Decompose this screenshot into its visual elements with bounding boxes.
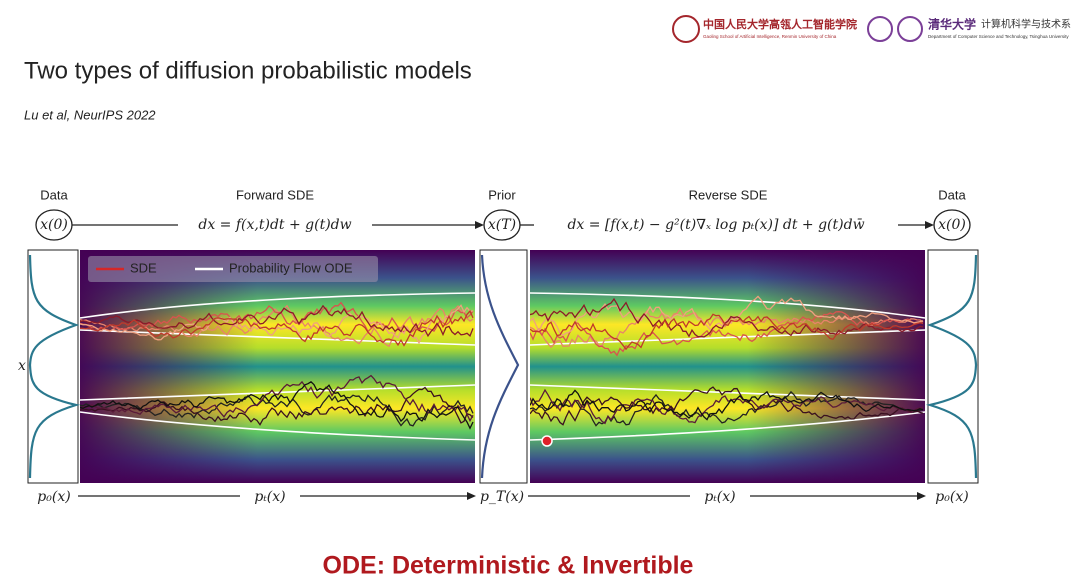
figure-label: Forward SDE [236, 187, 314, 202]
density-curve [28, 254, 81, 479]
logo-subtext: Gaoling School of Artificial Intelligenc… [703, 34, 837, 39]
sde-path [80, 380, 474, 430]
sde-path [80, 309, 474, 347]
sde-path [530, 295, 924, 337]
math: dx = f(x,t)dt + g(t)dw [198, 217, 351, 233]
density-panel [927, 249, 979, 484]
ode-path [529, 329, 926, 346]
math: pₜ(x) [704, 489, 735, 505]
trajectory-group [80, 301, 474, 430]
density-curve [480, 254, 520, 479]
ode-path [529, 384, 926, 401]
figure-label: Prior [488, 187, 516, 202]
caption: ODE: Deterministic & Invertible [323, 552, 694, 580]
heatmap-shade [530, 250, 925, 483]
math: x(0) [938, 217, 966, 233]
figure-label: Data [40, 187, 68, 202]
logo-text: 计算机科学与技术系 [981, 18, 1071, 31]
logo-cs [897, 16, 923, 42]
ode-path [79, 411, 476, 441]
sde-path [80, 374, 474, 423]
sde-path [80, 304, 474, 345]
sde-path [80, 304, 474, 348]
sde-path [530, 389, 924, 421]
sde-path [530, 297, 924, 338]
sde-path [530, 388, 924, 425]
density-curve [925, 254, 978, 479]
logo-subtext: Department of Computer Science and Techn… [928, 34, 1069, 39]
sde-path [80, 386, 474, 426]
logo-text: 清华大学 [928, 17, 976, 32]
math: x(0) [40, 217, 68, 233]
sde-path [530, 390, 924, 427]
legend-label: Probability Flow ODE [229, 260, 353, 275]
math: p_T(x) [480, 489, 524, 505]
math: x(T) [488, 217, 516, 233]
density-panel [479, 249, 528, 484]
sde-path [80, 304, 474, 338]
logo-thu [867, 16, 893, 42]
ode-path [79, 384, 476, 401]
citation: Lu et al, NeurIPS 2022 [24, 107, 156, 122]
ode-path [529, 411, 926, 441]
logo-text: 中国人民大学高瓴人工智能学院 [703, 17, 857, 31]
math: p₀(x) [935, 489, 968, 505]
logo-ruc [672, 15, 700, 43]
ode-path [529, 292, 926, 319]
math: p₀(x) [37, 489, 70, 505]
heatmap-shade [80, 250, 475, 483]
math: dx = [f(x,t) − g²(t)∇ₓ log pₜ(x)] dt + g… [567, 217, 864, 233]
figure-label: Reverse SDE [689, 187, 768, 202]
trajectory-group [530, 295, 924, 427]
figure-label: Data [938, 187, 966, 202]
axis-label: x [18, 358, 26, 374]
sde-trajectories [80, 295, 924, 430]
sde-path [530, 311, 924, 357]
sde-path [530, 313, 924, 351]
legend [88, 256, 378, 282]
density-panel [27, 249, 79, 484]
sde-path [530, 386, 924, 426]
math: pₜ(x) [254, 489, 285, 505]
ode-path [79, 292, 476, 319]
slide-title: Two types of diffusion probabilistic mod… [24, 57, 472, 84]
legend-label: SDE [130, 260, 157, 275]
cursor [541, 435, 553, 447]
